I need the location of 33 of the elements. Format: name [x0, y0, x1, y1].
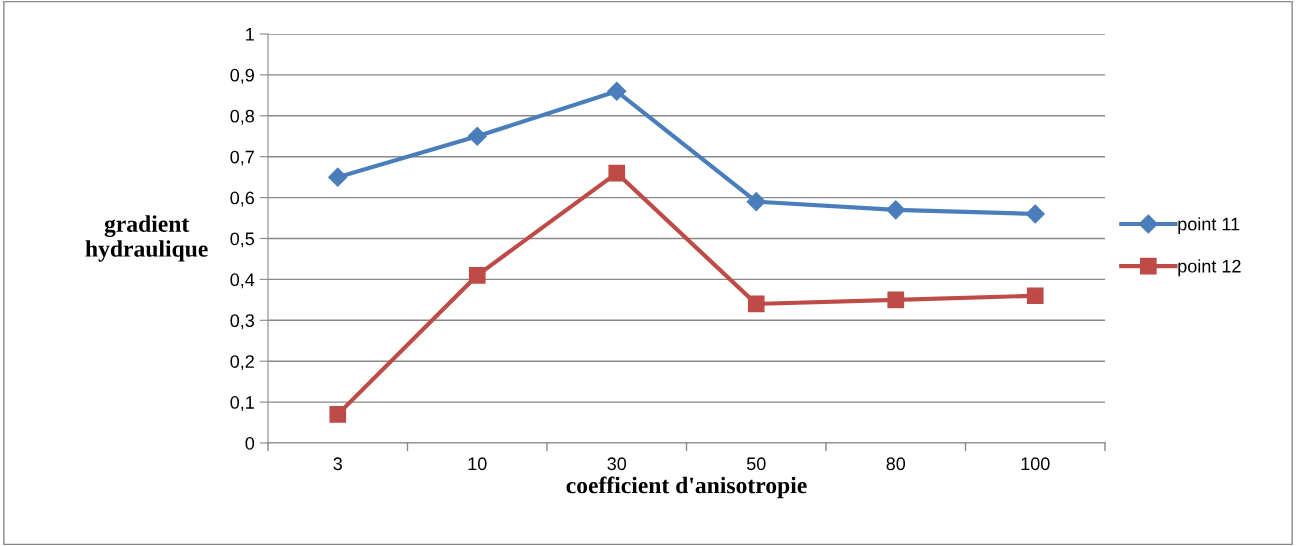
y-tick-label: 0,6	[230, 191, 255, 207]
y-tick-label: 0,9	[230, 68, 254, 84]
y-tick-label: 0,1	[230, 396, 254, 411]
y-tick-label: 0	[245, 436, 255, 450]
legend-label: point 12	[1178, 259, 1241, 277]
y-axis-title: gradient hydraulique	[85, 215, 208, 262]
x-tick-label: 30	[607, 457, 627, 471]
y-tick-label: 0,3	[230, 314, 255, 330]
point	[608, 164, 626, 182]
x-tick-label: 100	[1021, 457, 1050, 471]
legend-label: point 11	[1178, 217, 1240, 235]
x-tick-label: 3	[333, 457, 342, 471]
x-tick-label: 80	[886, 457, 906, 471]
y-tick-label: 0,4	[230, 273, 255, 289]
point	[468, 266, 486, 284]
point	[746, 192, 766, 212]
x-tick-label: 50	[746, 457, 766, 471]
point	[467, 126, 487, 146]
point	[1026, 287, 1044, 305]
point	[329, 406, 347, 423]
y-tick-label: 0,2	[230, 355, 254, 371]
y-tick-label: 0,5	[230, 232, 255, 248]
point	[886, 200, 906, 220]
x-axis-title: coefficient d'anisotropie	[566, 476, 807, 499]
y-tick-label: 0,7	[230, 150, 254, 166]
point	[887, 291, 905, 309]
x-tick-label: 10	[468, 457, 487, 471]
y-tick-label: 1	[246, 28, 254, 41]
point	[747, 295, 765, 313]
point	[328, 167, 348, 187]
point	[607, 81, 627, 101]
y-tick-label: 0,8	[230, 109, 255, 125]
point	[1025, 204, 1045, 224]
